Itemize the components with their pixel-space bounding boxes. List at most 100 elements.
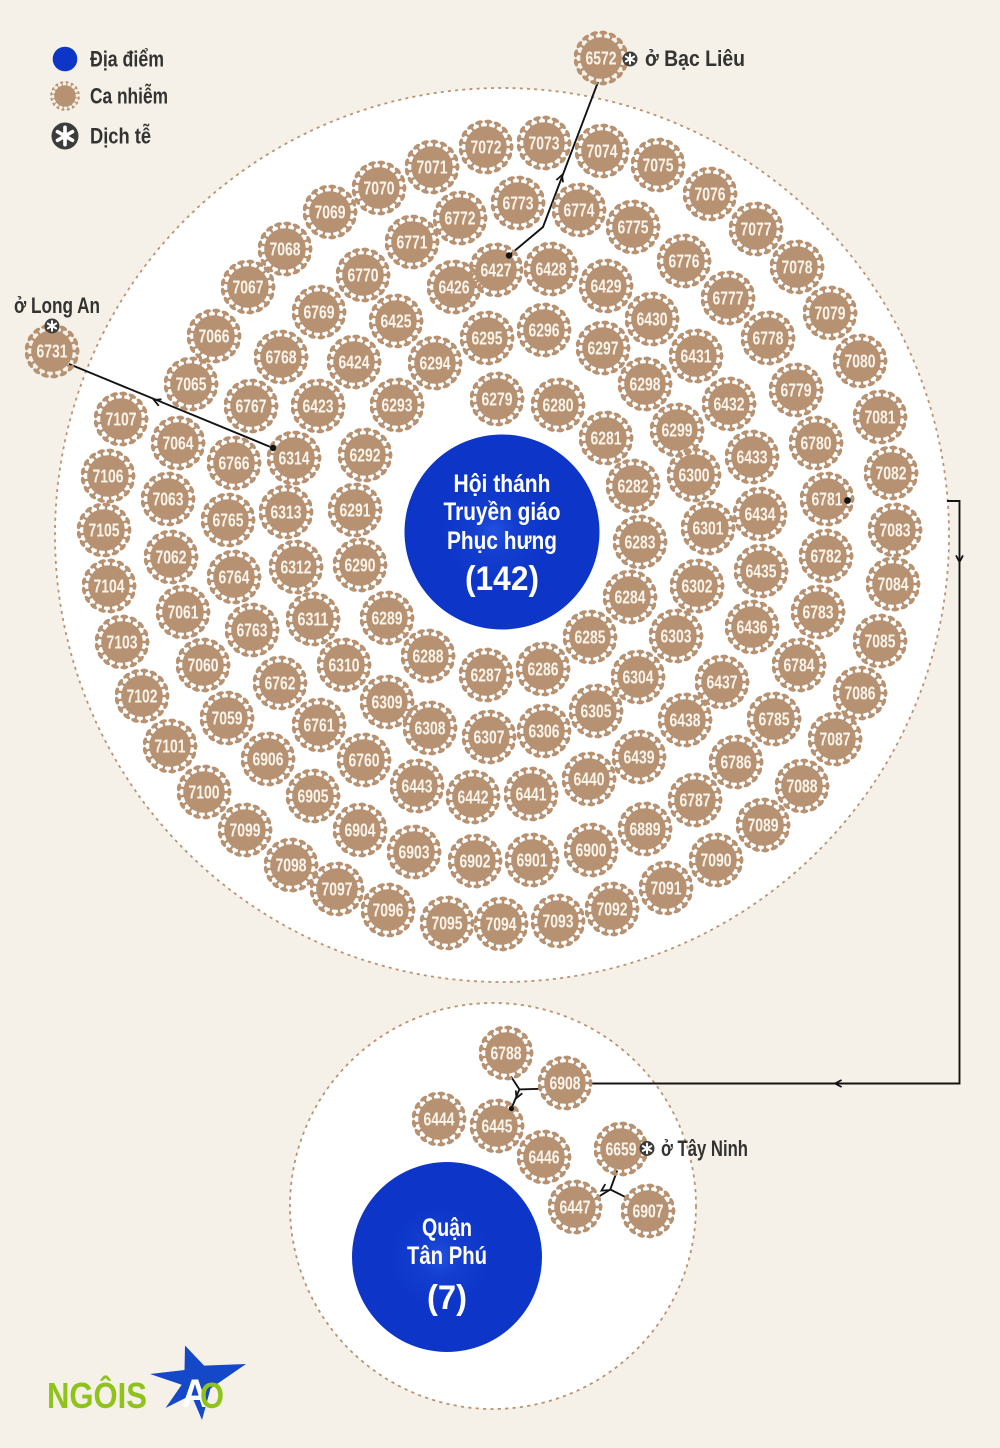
svg-text:6299: 6299 (662, 419, 693, 440)
svg-text:6291: 6291 (340, 499, 371, 520)
svg-text:7089: 7089 (748, 814, 779, 835)
svg-text:ở Tây Ninh: ở Tây Ninh (661, 1136, 748, 1161)
svg-text:7101: 7101 (155, 735, 186, 756)
svg-text:6283: 6283 (625, 531, 656, 552)
svg-text:6287: 6287 (471, 664, 502, 685)
svg-text:7073: 7073 (529, 132, 560, 153)
svg-text:6279: 6279 (482, 388, 513, 409)
svg-text:7107: 7107 (106, 408, 137, 429)
svg-text:6292: 6292 (350, 444, 381, 465)
svg-text:7098: 7098 (276, 854, 307, 875)
svg-text:6904: 6904 (345, 819, 377, 840)
svg-text:6426: 6426 (439, 276, 470, 297)
svg-text:6443: 6443 (402, 775, 433, 796)
svg-text:6447: 6447 (560, 1196, 591, 1217)
svg-text:6297: 6297 (588, 337, 619, 358)
svg-text:6423: 6423 (303, 395, 334, 416)
svg-text:ở Bạc Liêu: ở Bạc Liêu (645, 46, 745, 71)
svg-text:6787: 6787 (680, 789, 711, 810)
svg-text:7097: 7097 (322, 878, 353, 899)
svg-text:6440: 6440 (574, 768, 605, 789)
svg-text:7072: 7072 (471, 136, 502, 157)
svg-text:7093: 7093 (543, 910, 574, 931)
svg-text:6306: 6306 (529, 720, 560, 741)
svg-text:Ca nhiễm: Ca nhiễm (90, 84, 168, 109)
svg-text:7092: 7092 (597, 898, 628, 919)
svg-text:6439: 6439 (624, 746, 655, 767)
svg-text:6776: 6776 (669, 250, 700, 271)
svg-text:7077: 7077 (741, 218, 772, 239)
svg-text:6903: 6903 (399, 841, 430, 862)
svg-text:6772: 6772 (445, 207, 476, 228)
svg-text:7061: 7061 (168, 601, 199, 622)
svg-text:7079: 7079 (815, 302, 846, 323)
svg-text:NGÔIS: NGÔIS (47, 1374, 147, 1416)
svg-text:6784: 6784 (784, 654, 816, 675)
svg-text:6773: 6773 (503, 192, 534, 213)
svg-text:6777: 6777 (713, 287, 744, 308)
svg-text:6445: 6445 (482, 1115, 513, 1136)
svg-text:6446: 6446 (529, 1146, 560, 1167)
svg-text:7065: 7065 (176, 373, 207, 394)
svg-text:6425: 6425 (381, 310, 412, 331)
svg-text:7062: 7062 (156, 546, 187, 567)
svg-text:6284: 6284 (615, 586, 647, 607)
svg-text:6310: 6310 (329, 654, 360, 675)
svg-text:7096: 7096 (373, 899, 404, 920)
svg-text:7087: 7087 (820, 728, 851, 749)
svg-text:6438: 6438 (670, 709, 701, 730)
svg-text:7070: 7070 (364, 177, 395, 198)
svg-text:6774: 6774 (564, 199, 596, 220)
svg-text:Phục hưng: Phục hưng (447, 527, 557, 555)
svg-text:6293: 6293 (382, 394, 413, 415)
svg-text:6768: 6768 (266, 346, 297, 367)
svg-text:6308: 6308 (415, 717, 446, 738)
svg-text:6906: 6906 (253, 748, 284, 769)
svg-text:6301: 6301 (693, 517, 724, 538)
svg-text:(142): (142) (465, 560, 539, 598)
svg-text:7078: 7078 (782, 256, 813, 277)
svg-text:7103: 7103 (107, 631, 138, 652)
svg-text:7102: 7102 (127, 685, 158, 706)
svg-text:7064: 7064 (163, 432, 195, 453)
svg-text:6300: 6300 (679, 464, 710, 485)
svg-text:7088: 7088 (787, 775, 818, 796)
svg-text:6783: 6783 (803, 601, 834, 622)
svg-text:7060: 7060 (188, 654, 219, 675)
svg-text:6782: 6782 (811, 545, 842, 566)
svg-text:7067: 7067 (233, 276, 264, 297)
svg-text:A: A (182, 1372, 209, 1416)
svg-text:6771: 6771 (397, 231, 428, 252)
svg-text:6294: 6294 (420, 352, 452, 373)
svg-text:7076: 7076 (695, 183, 726, 204)
svg-text:6303: 6303 (661, 625, 692, 646)
svg-text:7068: 7068 (270, 238, 301, 259)
svg-text:6780: 6780 (801, 432, 832, 453)
svg-text:7082: 7082 (876, 462, 907, 483)
svg-text:Dịch tễ: Dịch tễ (90, 124, 151, 149)
svg-text:7059: 7059 (212, 707, 243, 728)
svg-text:6907: 6907 (633, 1200, 664, 1221)
svg-text:6785: 6785 (759, 708, 790, 729)
svg-text:6309: 6309 (372, 691, 403, 712)
svg-text:6434: 6434 (745, 503, 777, 524)
svg-text:6444: 6444 (424, 1108, 456, 1129)
svg-text:6437: 6437 (707, 671, 738, 692)
svg-text:7094: 7094 (486, 913, 518, 934)
svg-text:7084: 7084 (878, 573, 910, 594)
svg-text:6295: 6295 (472, 327, 503, 348)
svg-text:6788: 6788 (491, 1042, 522, 1063)
svg-text:6572: 6572 (586, 47, 617, 68)
svg-text:7100: 7100 (189, 781, 220, 802)
svg-text:6312: 6312 (281, 556, 312, 577)
svg-text:7105: 7105 (89, 519, 120, 540)
svg-text:6285: 6285 (575, 626, 606, 647)
svg-text:6305: 6305 (581, 700, 612, 721)
svg-text:7085: 7085 (865, 630, 896, 651)
svg-text:7099: 7099 (230, 819, 261, 840)
svg-text:6280: 6280 (543, 394, 574, 415)
svg-text:6779: 6779 (781, 379, 812, 400)
svg-text:6424: 6424 (339, 351, 371, 372)
svg-text:6288: 6288 (413, 645, 444, 666)
svg-text:6313: 6313 (271, 501, 302, 522)
